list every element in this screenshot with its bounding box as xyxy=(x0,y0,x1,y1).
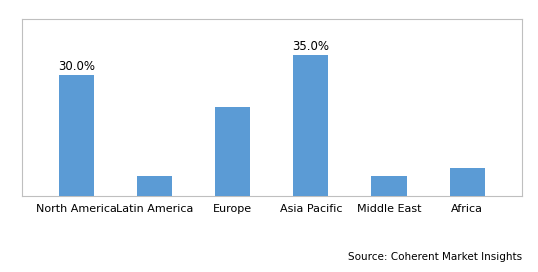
Text: 30.0%: 30.0% xyxy=(58,60,95,73)
Bar xyxy=(293,55,328,196)
Bar xyxy=(137,176,172,196)
Bar xyxy=(215,107,250,196)
Text: 35.0%: 35.0% xyxy=(292,40,329,53)
Bar xyxy=(450,168,485,196)
Bar xyxy=(59,75,94,196)
Text: Source: Coherent Market Insights: Source: Coherent Market Insights xyxy=(348,252,522,262)
Bar xyxy=(371,176,407,196)
